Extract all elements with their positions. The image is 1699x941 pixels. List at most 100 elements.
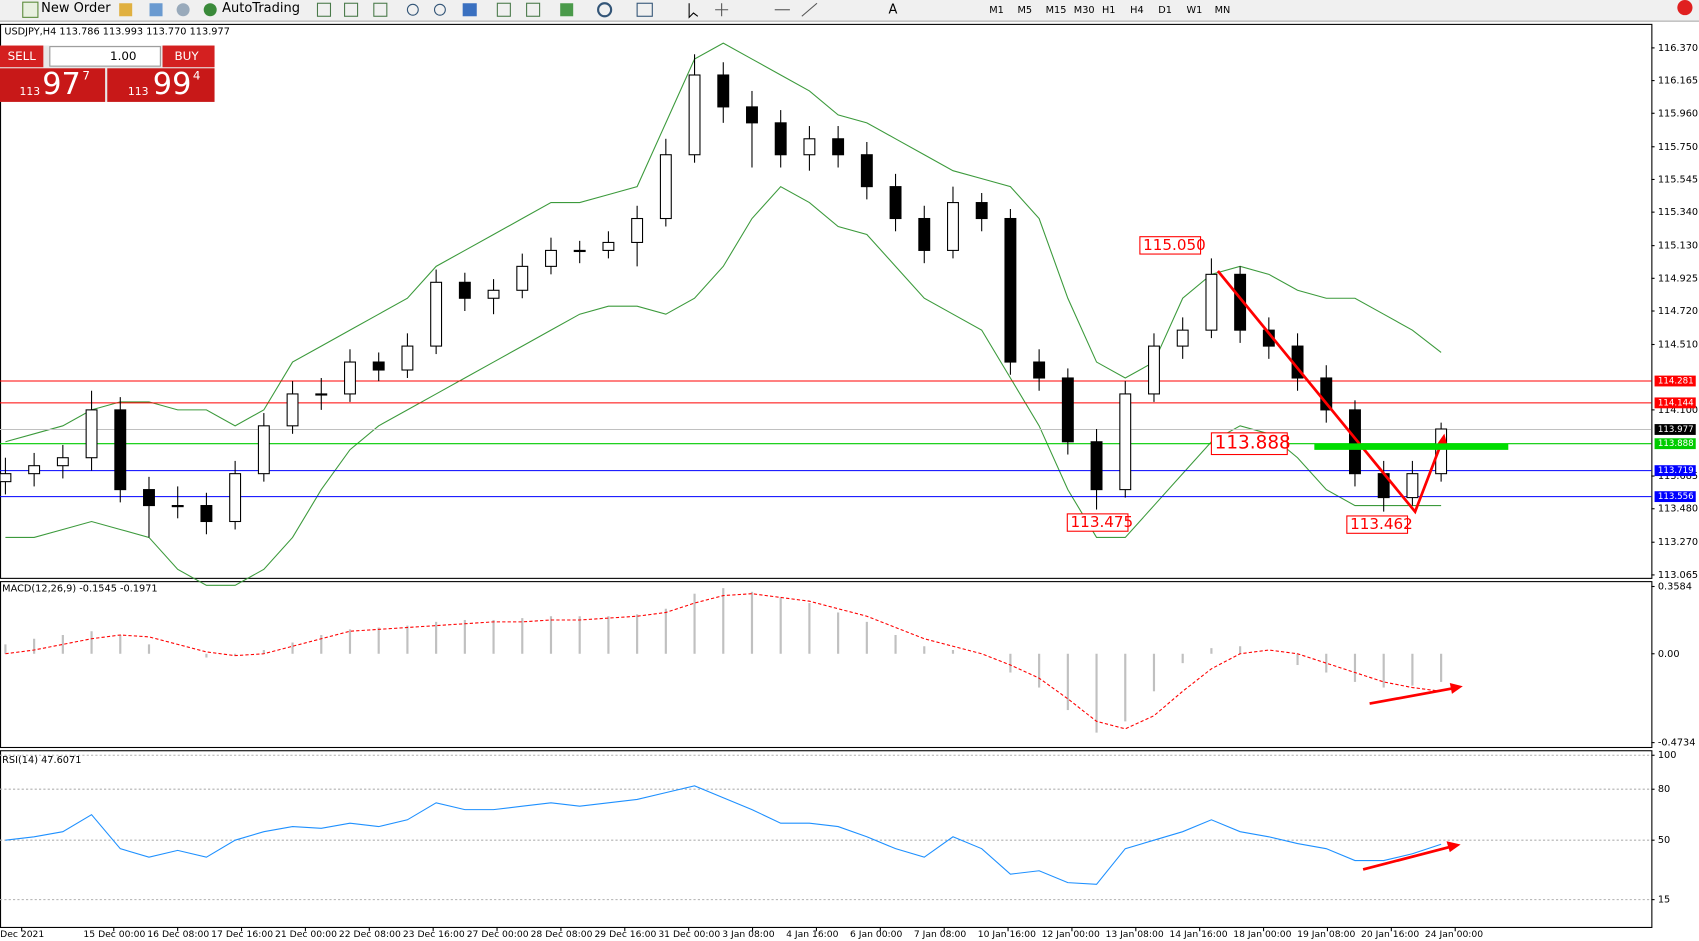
x-tick-label: 12 Jan 00:00	[1042, 929, 1100, 940]
tool-icon[interactable]	[316, 2, 332, 17]
x-tick-label: 20 Jan 16:00	[1361, 929, 1419, 940]
x-tick-label: 22 Dec 08:00	[339, 929, 401, 940]
x-tick-label: 31 Dec 00:00	[658, 929, 720, 940]
candle-body	[545, 249, 557, 267]
cursor-icon[interactable]	[688, 3, 699, 19]
x-tick-label: 14 Jan 16:00	[1169, 929, 1227, 940]
tool-icon[interactable]	[526, 2, 541, 17]
x-tick-label: 24 Jan 00:00	[1425, 929, 1483, 940]
candle-body	[143, 489, 155, 507]
macd-signal	[5, 593, 1442, 730]
candle-body	[1033, 361, 1046, 379]
level-label: 113.888	[1658, 439, 1694, 449]
timeframe-button[interactable]: M1	[989, 5, 1004, 16]
tool-icon[interactable]	[344, 2, 359, 17]
sell-label[interactable]: SELL	[8, 49, 37, 63]
x-tick-label: 10 Jan 16:00	[978, 929, 1036, 940]
y-tick-label: 80	[1658, 784, 1670, 795]
candle-body	[573, 249, 586, 253]
current-price-tag	[1654, 424, 1696, 435]
trendline-icon[interactable]	[801, 2, 818, 17]
rsi-line	[5, 785, 1442, 885]
candle-body	[85, 409, 98, 459]
timeframe-button[interactable]: M15	[1046, 5, 1067, 16]
y-tick-label: 115.545	[1658, 174, 1698, 185]
level-tag	[1654, 491, 1696, 503]
y-tick-label: 15	[1658, 895, 1670, 906]
notification-badge[interactable]	[1677, 0, 1693, 16]
indicators-icon[interactable]	[560, 3, 574, 17]
periods-icon[interactable]	[597, 2, 613, 18]
tool-icons: A	[316, 2, 898, 19]
tool-icon[interactable]	[496, 2, 511, 17]
sell-price-box[interactable]	[0, 68, 106, 102]
text-icon[interactable]: A	[889, 2, 898, 17]
macd-chart: 0.3584 0.00 -0.4734	[4, 581, 1695, 749]
y-tick-label: 116.370	[1658, 43, 1698, 54]
macd-panel	[0, 581, 1653, 749]
price-annotation: 113.462	[1350, 515, 1413, 533]
candle-body	[315, 393, 328, 396]
toolbar-icon[interactable]	[176, 3, 190, 17]
sell-button[interactable]	[0, 45, 44, 68]
timeframe-button[interactable]: H4	[1130, 5, 1144, 16]
crosshair-icon[interactable]	[715, 3, 729, 17]
y-tick-label: 115.130	[1658, 241, 1698, 252]
y-tick-label: 114.100	[1658, 405, 1698, 416]
price-annotation: 115.050	[1143, 236, 1206, 254]
y-tick-label: 114.720	[1658, 306, 1698, 317]
lot-size[interactable]: 1.00	[110, 49, 137, 63]
buy-label[interactable]: BUY	[174, 49, 199, 63]
candle-body	[1176, 329, 1189, 347]
buy-button[interactable]	[162, 45, 215, 68]
timeframe-button[interactable]: W1	[1186, 5, 1202, 16]
buy-price-big: 113	[128, 85, 149, 98]
new-order-icon[interactable]	[22, 1, 39, 18]
templates-icon[interactable]	[636, 2, 653, 17]
autotrading-button[interactable]: AutoTrading	[222, 1, 300, 16]
toolbar-icon[interactable]	[149, 3, 163, 17]
candle-body	[832, 138, 845, 156]
zoom-in[interactable]	[406, 3, 419, 16]
drawn-zigzag	[1216, 270, 1445, 515]
timeframe-button[interactable]: M30	[1074, 5, 1095, 16]
y-tick-label: 100	[1658, 750, 1677, 761]
new-order-button[interactable]: New Order	[41, 1, 111, 16]
y-tick-label: 114.510	[1658, 339, 1698, 350]
drawn-arrow-head	[1446, 841, 1461, 853]
tool-icon[interactable]	[373, 2, 388, 17]
x-tick-label: 6 Jan 00:00	[850, 929, 903, 940]
lot-input[interactable]	[49, 46, 161, 67]
level-label: 113.719	[1658, 466, 1694, 476]
candle-body	[1090, 441, 1103, 491]
level-label: 113.556	[1658, 492, 1694, 502]
x-tick-label: 3 Jan 08:00	[722, 929, 775, 940]
candle-body	[1119, 393, 1132, 491]
y-tick-label: 113.685	[1658, 471, 1698, 482]
autotrading-icon[interactable]	[203, 3, 217, 17]
candle-body	[918, 217, 931, 251]
candle-body	[746, 106, 758, 124]
timeframe-button[interactable]: D1	[1158, 5, 1172, 16]
candle-body	[0, 473, 12, 483]
timeframe-button[interactable]: M5	[1017, 5, 1032, 16]
toolbar-icon[interactable]	[119, 3, 133, 17]
candle-body	[516, 265, 529, 291]
candle-body	[1148, 345, 1160, 395]
candle-body	[171, 505, 184, 508]
tool-icon[interactable]	[462, 3, 477, 17]
price-annotation-box	[1139, 236, 1202, 255]
price-annotation: 113.888	[1215, 433, 1291, 454]
candle-body	[889, 186, 902, 220]
candle-body	[774, 122, 787, 156]
y-tick-label: 114.925	[1658, 273, 1698, 284]
drawn-arrow-head	[1449, 682, 1463, 694]
candle-body	[200, 505, 213, 523]
x-tick-label: 27 Dec 00:00	[467, 929, 529, 940]
buy-price-box[interactable]	[107, 68, 215, 102]
timeframe-button[interactable]: MN	[1215, 5, 1231, 16]
zoom-out[interactable]	[433, 3, 446, 16]
timeframe-button[interactable]: H1	[1102, 5, 1116, 16]
drawn-macd-arrow	[1369, 685, 1459, 705]
level-tag	[1654, 465, 1696, 477]
